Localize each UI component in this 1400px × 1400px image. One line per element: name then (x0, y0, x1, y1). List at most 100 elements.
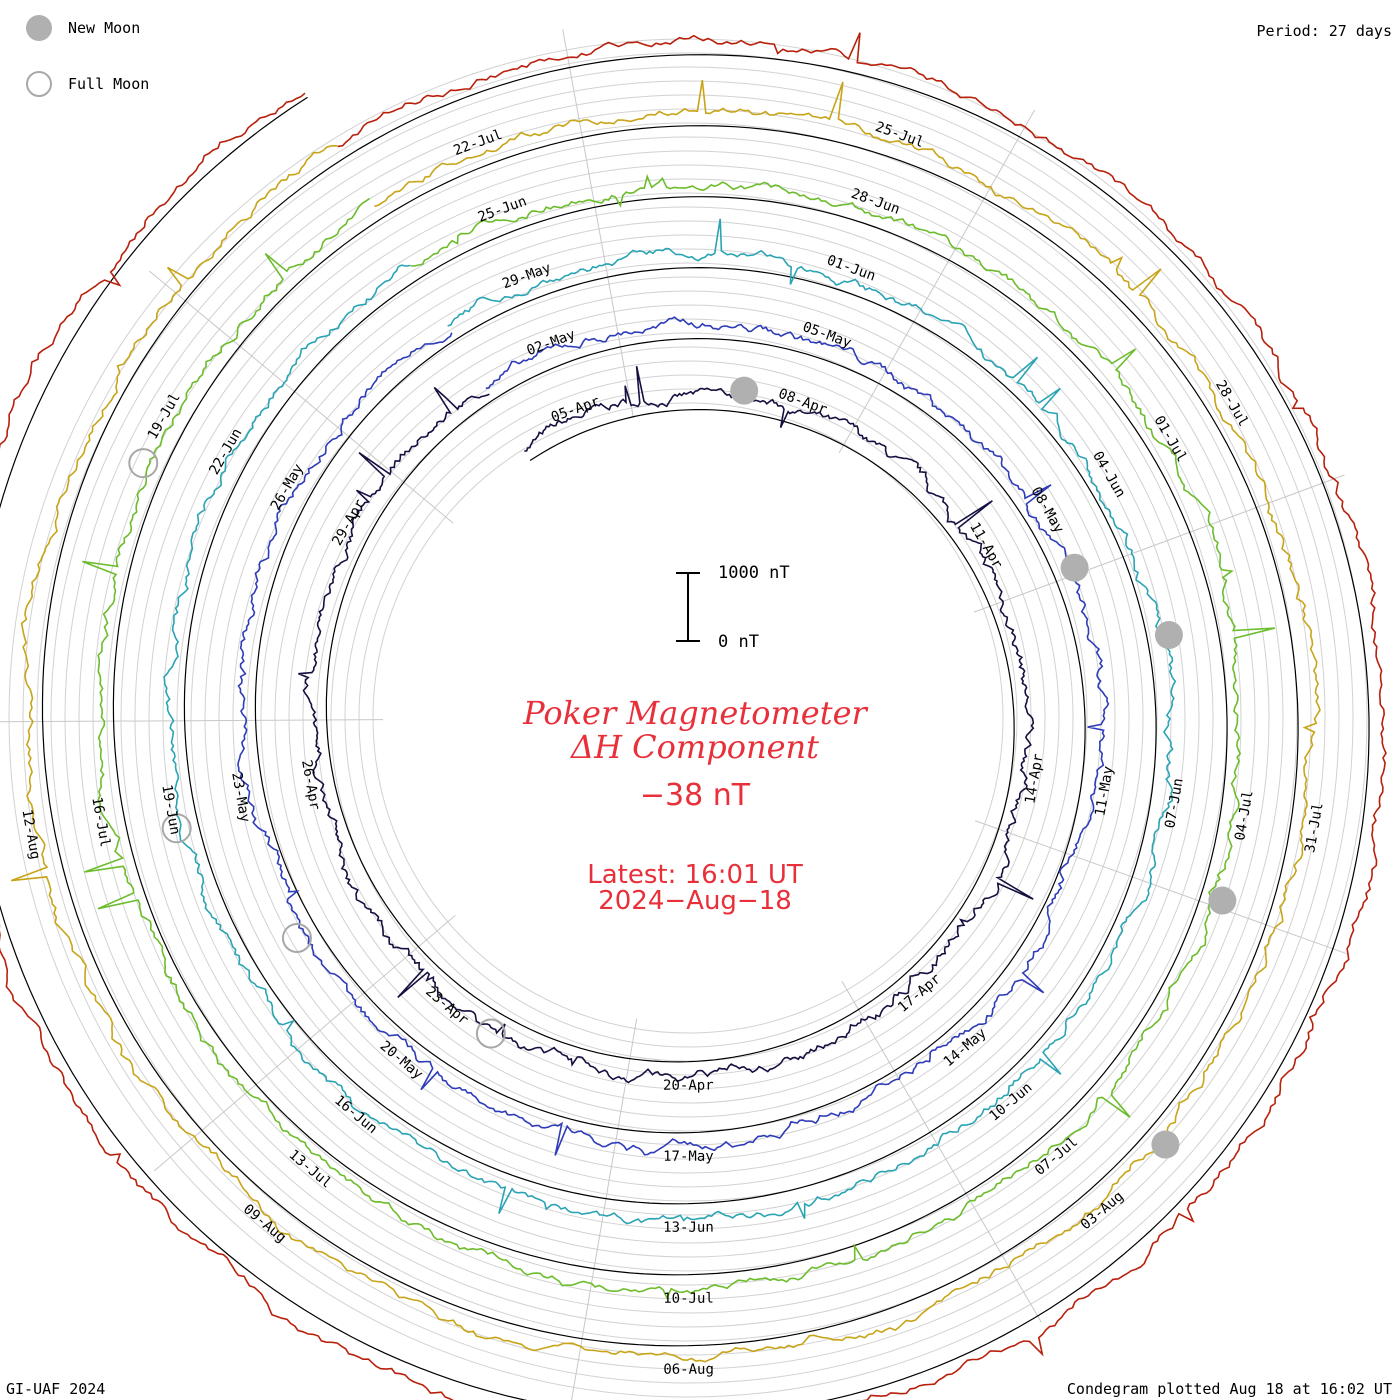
grid-spoke (571, 1018, 638, 1400)
full-moon-icon (26, 71, 52, 97)
grid-ring (246, 276, 1130, 1160)
date-label: 14-May (941, 1025, 990, 1070)
grid-ring (36, 66, 1340, 1370)
plotted-label: Condegram plotted Aug 18 at 16:02 UT (1066, 1380, 1392, 1398)
grid-ring (64, 94, 1312, 1342)
rotation-baselines (0, 54, 1370, 1400)
new-moon-icon (1060, 553, 1089, 582)
grid-spoke (562, 29, 634, 419)
full-moon-icon (128, 448, 159, 479)
rotation-trace (82, 173, 1275, 1300)
grid-spoke (841, 981, 1042, 1323)
date-label: 17-May (663, 1149, 714, 1165)
rotation-trace (10, 79, 1321, 1363)
legend-full-moon: Full Moon (26, 68, 149, 100)
latest-time: Latest: 16:01 UT (587, 860, 803, 890)
full-moon-icon (475, 1018, 506, 1049)
scale-bar (676, 572, 700, 642)
date-label: 13-Jul (286, 1147, 335, 1192)
grid-spoke (148, 270, 454, 524)
grid-ring (260, 290, 1116, 1146)
latest-date: 2024−Aug−18 (598, 886, 792, 916)
grid-ring (204, 234, 1172, 1202)
rotation-trace (0, 32, 1387, 1400)
grid-ring (330, 360, 1046, 1076)
grid-ring (120, 150, 1256, 1286)
date-label: 19-Jul (145, 390, 184, 442)
date-label: 13-Jun (663, 1220, 714, 1236)
rotation-baseline (254, 337, 1086, 1134)
date-label: 03-Aug (1078, 1188, 1127, 1233)
legend-new-moon-label: New Moon (68, 19, 141, 37)
new-moon-icon (26, 15, 52, 41)
date-label: 23-May (228, 771, 253, 824)
radial-grid (0, 29, 1368, 1400)
date-label: 16-Jul (88, 796, 113, 849)
moon-markers (128, 376, 1237, 1159)
grid-spoke (973, 474, 1345, 613)
data-traces (0, 32, 1387, 1400)
date-label: 05-May (800, 319, 853, 351)
date-label: 04-Jun (1089, 449, 1128, 501)
date-label: 11-May (1092, 765, 1116, 818)
grid-ring (274, 304, 1102, 1132)
full-moon-icon (161, 813, 192, 844)
grid-ring (162, 192, 1214, 1244)
chart-title-line2: ΔH Component (570, 728, 820, 766)
grid-ring (302, 332, 1074, 1104)
date-label: 06-Aug (663, 1362, 714, 1378)
scale-bottom-label: 0 nT (718, 632, 759, 652)
full-moon-icon (281, 922, 312, 953)
date-label: 14-Apr (1022, 752, 1046, 805)
grid-ring (218, 248, 1158, 1188)
date-label: 20-May (377, 1038, 426, 1083)
date-label: 05-Apr (549, 393, 602, 425)
new-moon-icon (1208, 886, 1237, 915)
rotation-trace (237, 316, 1110, 1156)
rotation-baseline (325, 399, 1015, 1063)
rotation-baseline (0, 54, 1370, 1400)
date-label: 20-Apr (663, 1078, 714, 1094)
new-moon-icon (1154, 621, 1183, 650)
rotation-baseline (183, 266, 1157, 1205)
current-value: −38 nT (639, 778, 751, 813)
credit-label: GI-UAF 2024 (6, 1380, 106, 1398)
date-label: 26-Apr (298, 759, 323, 812)
chart-title-line1: Poker Magnetometer (523, 694, 867, 732)
rotation-baseline (41, 125, 1299, 1347)
grid-ring (190, 220, 1186, 1216)
date-label: 11-Apr (966, 520, 1005, 572)
grid-ring (344, 374, 1032, 1062)
grid-ring (316, 346, 1060, 1090)
new-moon-icon (1151, 1130, 1180, 1159)
grid-ring (22, 52, 1354, 1384)
grid-spoke (153, 914, 456, 1172)
date-label: 01-Jun (825, 252, 878, 284)
legend-full-moon-label: Full Moon (68, 75, 150, 93)
grid-ring (232, 262, 1144, 1174)
grid-ring (92, 122, 1284, 1314)
grid-ring (176, 206, 1200, 1230)
grid-spoke (975, 820, 1348, 955)
rotation-trace (298, 366, 1035, 1084)
date-label: 25-Jun (476, 193, 529, 225)
date-label: 07-Jul (1032, 1134, 1081, 1179)
grid-ring (106, 136, 1270, 1300)
grid-ring (50, 80, 1326, 1356)
legend-new-moon: New Moon (26, 12, 140, 44)
grid-ring (288, 318, 1088, 1118)
scale-top-label: 1000 nT (718, 563, 790, 583)
date-label: 08-Apr (776, 386, 829, 418)
rotation-trace (163, 218, 1177, 1225)
date-label: 16-Jun (331, 1092, 380, 1137)
grid-ring (78, 108, 1298, 1328)
rotation-baseline (112, 196, 1228, 1276)
grid-spoke (838, 109, 1036, 454)
date-label: 10-Jul (663, 1291, 714, 1307)
grid-ring (134, 164, 1242, 1272)
date-label: 02-May (525, 327, 578, 359)
grid-ring (358, 388, 1018, 1048)
grid-ring (372, 402, 1004, 1034)
date-label: 29-May (500, 260, 553, 292)
